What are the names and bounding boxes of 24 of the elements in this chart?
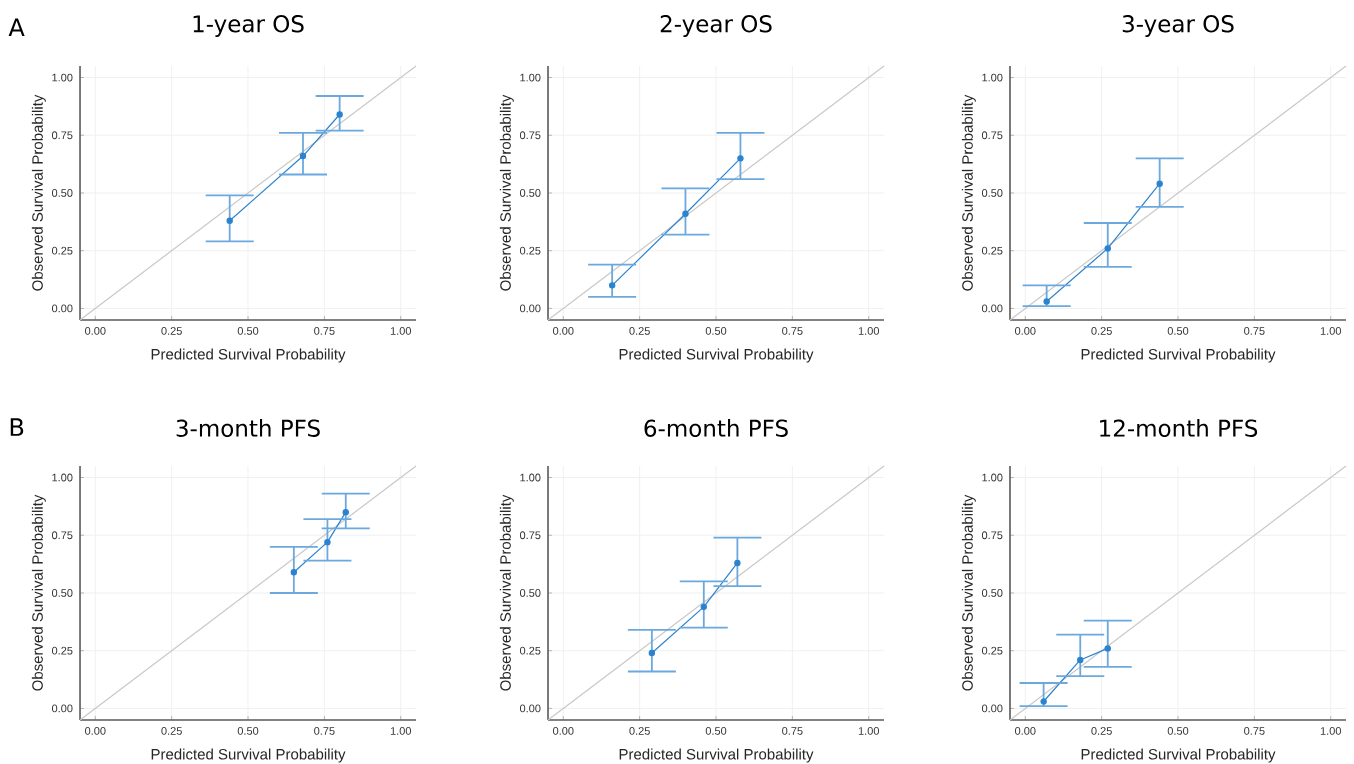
point bbox=[1077, 656, 1084, 664]
point bbox=[290, 568, 298, 576]
point bbox=[648, 649, 656, 657]
point bbox=[299, 152, 307, 160]
point bbox=[1156, 180, 1163, 187]
point bbox=[324, 538, 331, 546]
point bbox=[1104, 245, 1111, 252]
point bbox=[734, 559, 741, 567]
point bbox=[336, 111, 343, 118]
point bbox=[700, 603, 707, 611]
point bbox=[226, 217, 233, 224]
chart-title: 1-year OS bbox=[193, 15, 304, 37]
chart-title: 3-year OS bbox=[1122, 15, 1234, 37]
chart-title: 6-month PFS bbox=[644, 419, 788, 437]
text: B bbox=[10, 418, 24, 436]
point bbox=[608, 282, 616, 289]
point bbox=[342, 508, 349, 516]
chart-title: 3-month PFS bbox=[176, 419, 320, 437]
chart-title: 12-month PFS bbox=[1100, 419, 1258, 437]
chart-title: 2-year OS bbox=[660, 15, 772, 37]
text: A bbox=[8, 18, 25, 36]
point bbox=[737, 155, 744, 162]
point bbox=[1104, 645, 1111, 652]
point bbox=[682, 210, 689, 217]
